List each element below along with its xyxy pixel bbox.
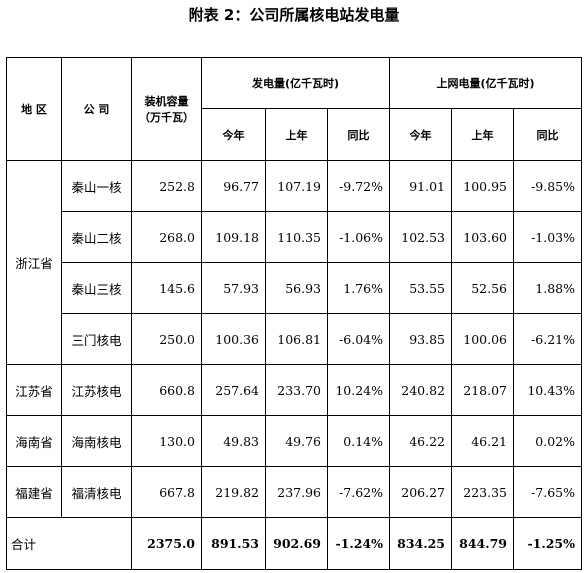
grid-this-cell: 91.01 [389, 160, 452, 212]
gen-this-cell: 96.77 [201, 160, 266, 212]
grid-last-cell: 52.56 [451, 262, 514, 314]
header-grid-last-year: 上年 [451, 108, 514, 161]
grid-last-cell: 100.95 [451, 160, 514, 212]
header-capacity: 装机容量 （万千瓦） [131, 57, 202, 161]
header-region: 地 区 [6, 57, 62, 161]
table-row: 秦山二核 268.0 109.18 110.35 -1.06% 102.53 1… [7, 211, 582, 263]
total-gen-last: 902.69 [265, 517, 328, 570]
grid-yoy-cell: -7.65% [513, 466, 582, 518]
grid-yoy-cell: -9.85% [513, 160, 582, 212]
table-row: 海南省 海南核电 130.0 49.83 49.76 0.14% 46.22 4… [6, 415, 582, 467]
capacity-cell: 660.8 [131, 364, 202, 416]
gen-last-cell: 237.96 [265, 466, 328, 518]
gen-last-cell: 107.19 [265, 160, 328, 212]
table-row: 浙江省 秦山一核 252.8 96.77 107.19 -9.72% 91.01… [6, 160, 582, 365]
gen-yoy-cell: -9.72% [327, 160, 390, 212]
table-row: 秦山三核 145.6 57.93 56.93 1.76% 53.55 52.56… [7, 262, 582, 314]
capacity-cell: 145.6 [131, 262, 202, 314]
gen-yoy-cell: -6.04% [327, 313, 390, 365]
total-gen-yoy: -1.24% [327, 517, 390, 570]
grid-last-cell: 103.60 [451, 211, 514, 263]
capacity-cell: 130.0 [131, 415, 202, 467]
capacity-cell: 252.8 [131, 160, 202, 212]
grid-last-cell: 218.07 [451, 364, 514, 416]
company-cell: 江苏核电 [61, 364, 132, 416]
capacity-cell: 250.0 [131, 313, 202, 365]
grid-this-cell: 53.55 [389, 262, 452, 314]
gen-yoy-cell: -7.62% [327, 466, 390, 518]
table-row: 三门核电 250.0 100.36 106.81 -6.04% 93.85 10… [7, 313, 582, 365]
grid-yoy-cell: 1.88% [513, 262, 582, 314]
grid-last-cell: 46.21 [451, 415, 514, 467]
grid-last-cell: 100.06 [451, 313, 514, 365]
region-cell: 浙江省 [6, 160, 62, 365]
header-grid: 上网电量(亿千瓦时) [389, 57, 582, 109]
capacity-cell: 268.0 [131, 211, 202, 263]
gen-yoy-cell: -1.06% [327, 211, 390, 263]
company-cell: 秦山二核 [61, 211, 132, 263]
gen-this-cell: 57.93 [201, 262, 266, 314]
header-generation: 发电量(亿千瓦时) [201, 57, 390, 109]
gen-yoy-cell: 0.14% [327, 415, 390, 467]
gen-this-cell: 219.82 [201, 466, 266, 518]
total-row: 合计 2375.0 891.53 902.69 -1.24% 834.25 84… [6, 517, 582, 570]
region-cell: 福建省 [6, 466, 62, 518]
grid-this-cell: 102.53 [389, 211, 452, 263]
company-cell: 海南核电 [61, 415, 132, 467]
header-gen-this-year: 今年 [201, 108, 266, 161]
total-grid-last: 844.79 [451, 517, 514, 570]
grid-yoy-cell: -6.21% [513, 313, 582, 365]
table-row: 福建省 福清核电 667.8 219.82 237.96 -7.62% 206.… [6, 466, 582, 518]
gen-yoy-cell: 1.76% [327, 262, 390, 314]
grid-this-cell: 206.27 [389, 466, 452, 518]
company-cell: 秦山三核 [61, 262, 132, 314]
gen-this-cell: 49.83 [201, 415, 266, 467]
capacity-cell: 667.8 [131, 466, 202, 518]
header-gen-last-year: 上年 [265, 108, 328, 161]
grid-this-cell: 240.82 [389, 364, 452, 416]
company-cell: 三门核电 [61, 313, 132, 365]
grid-last-cell: 223.35 [451, 466, 514, 518]
gen-last-cell: 110.35 [265, 211, 328, 263]
total-gen-this: 891.53 [201, 517, 266, 570]
total-capacity: 2375.0 [131, 517, 202, 570]
grid-yoy-cell: -1.03% [513, 211, 582, 263]
table-row: 江苏省 江苏核电 660.8 257.64 233.70 10.24% 240.… [6, 364, 582, 416]
company-cell: 福清核电 [61, 466, 132, 518]
region-cell: 江苏省 [6, 364, 62, 416]
gen-this-cell: 100.36 [201, 313, 266, 365]
table-title: 附表 2：公司所属核电站发电量 [188, 6, 400, 24]
gen-last-cell: 106.81 [265, 313, 328, 365]
generation-table: 地 区 公 司 装机容量 （万千瓦） 发电量(亿千瓦时) 上网电量(亿千瓦时) … [6, 57, 582, 570]
total-grid-this: 834.25 [389, 517, 452, 570]
total-label: 合计 [6, 517, 132, 570]
grid-this-cell: 93.85 [389, 313, 452, 365]
header-company: 公 司 [61, 57, 132, 161]
grid-yoy-cell: 10.43% [513, 364, 582, 416]
gen-last-cell: 49.76 [265, 415, 328, 467]
grid-yoy-cell: 0.02% [513, 415, 582, 467]
company-cell: 秦山一核 [61, 160, 132, 212]
gen-last-cell: 233.70 [265, 364, 328, 416]
header-grid-this-year: 今年 [389, 108, 452, 161]
gen-this-cell: 257.64 [201, 364, 266, 416]
grid-this-cell: 46.22 [389, 415, 452, 467]
region-cell: 海南省 [6, 415, 62, 467]
total-grid-yoy: -1.25% [513, 517, 582, 570]
gen-last-cell: 56.93 [265, 262, 328, 314]
header-gen-yoy: 同比 [327, 108, 390, 161]
header-grid-yoy: 同比 [513, 108, 582, 161]
gen-this-cell: 109.18 [201, 211, 266, 263]
gen-yoy-cell: 10.24% [327, 364, 390, 416]
